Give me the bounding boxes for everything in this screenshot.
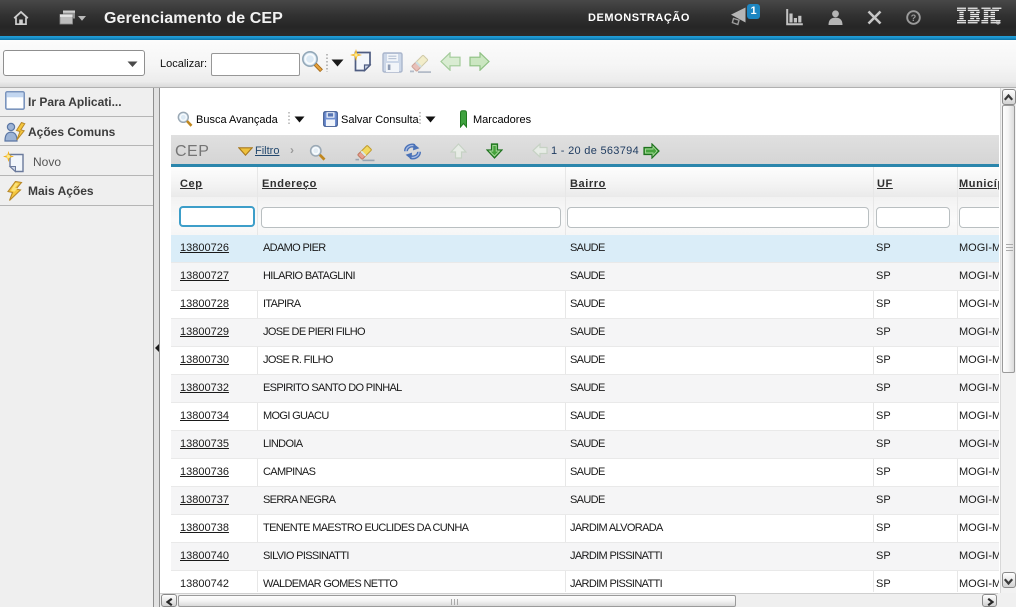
svg-text:?: ? xyxy=(911,13,917,23)
